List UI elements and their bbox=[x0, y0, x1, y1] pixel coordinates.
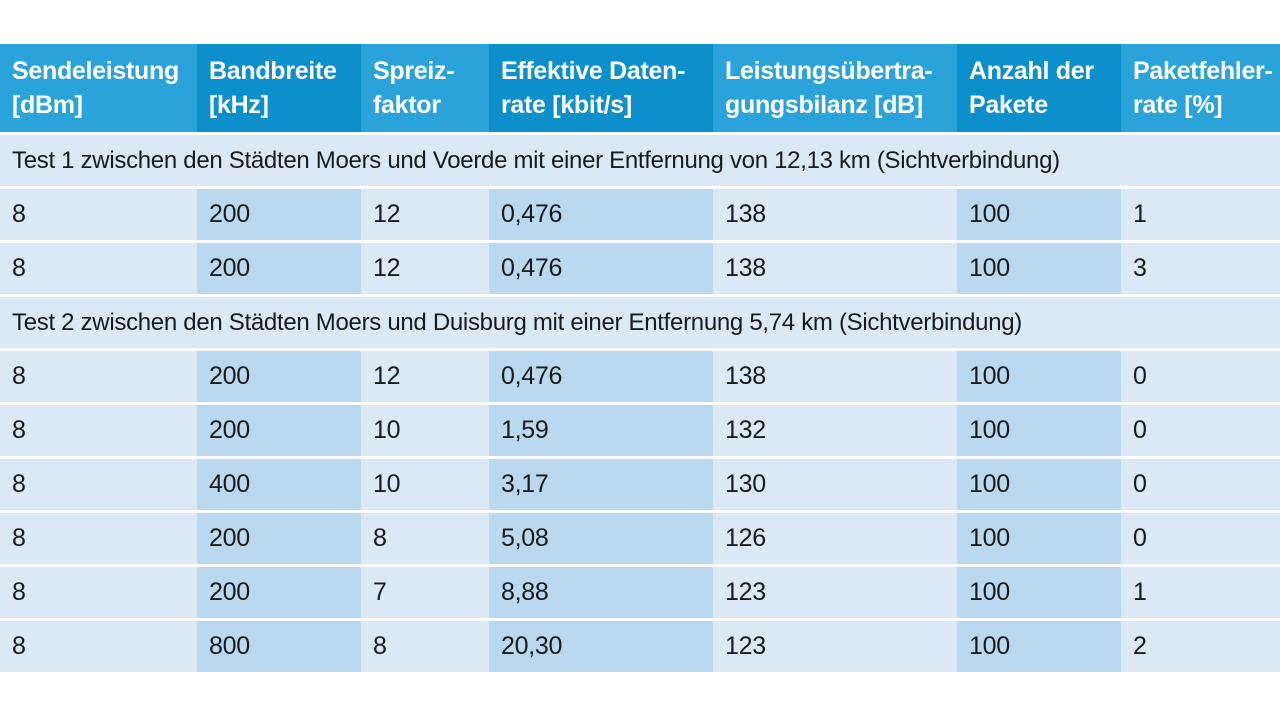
table-cell: 100 bbox=[957, 189, 1121, 240]
table-cell: 138 bbox=[713, 243, 957, 294]
section-title-test-2: Test 2 zwischen den Städten Moers und Du… bbox=[0, 297, 1280, 348]
table-cell: 1 bbox=[1121, 189, 1280, 240]
table-cell: 100 bbox=[957, 243, 1121, 294]
table-cell: 200 bbox=[197, 513, 361, 564]
table-cell: 130 bbox=[713, 459, 957, 510]
table-cell: 200 bbox=[197, 351, 361, 402]
table-cell: 3 bbox=[1121, 243, 1280, 294]
table-cell: 2 bbox=[1121, 621, 1280, 672]
table-cell: 8 bbox=[0, 567, 197, 618]
header-paketfehlerrate: Paketfehler- rate [%] bbox=[1121, 44, 1280, 132]
results-table: Sendeleistung [dBm] Bandbreite [kHz] Spr… bbox=[0, 44, 1280, 672]
table-cell: 200 bbox=[197, 405, 361, 456]
table-cell: 123 bbox=[713, 621, 957, 672]
table-cell: 3,17 bbox=[489, 459, 713, 510]
table-cell: 10 bbox=[361, 459, 489, 510]
table-cell: 1,59 bbox=[489, 405, 713, 456]
header-sendeleistung: Sendeleistung [dBm] bbox=[0, 44, 197, 132]
table-cell: 100 bbox=[957, 405, 1121, 456]
table-cell: 5,08 bbox=[489, 513, 713, 564]
table-cell: 138 bbox=[713, 189, 957, 240]
table-cell: 123 bbox=[713, 567, 957, 618]
table-cell: 0 bbox=[1121, 351, 1280, 402]
table-cell: 8 bbox=[361, 513, 489, 564]
table-cell: 200 bbox=[197, 567, 361, 618]
table-cell: 138 bbox=[713, 351, 957, 402]
table-cell: 8 bbox=[0, 513, 197, 564]
table-cell: 200 bbox=[197, 243, 361, 294]
header-leistungsbilanz: Leistungsübertra- gungsbilanz [dB] bbox=[713, 44, 957, 132]
table-cell: 400 bbox=[197, 459, 361, 510]
header-spreizfaktor: Spreiz- faktor bbox=[361, 44, 489, 132]
table-cell: 12 bbox=[361, 351, 489, 402]
table-cell: 8 bbox=[0, 351, 197, 402]
table-cell: 0 bbox=[1121, 459, 1280, 510]
table-cell: 0,476 bbox=[489, 351, 713, 402]
table-cell: 126 bbox=[713, 513, 957, 564]
table-cell: 0,476 bbox=[489, 189, 713, 240]
table-cell: 8 bbox=[0, 243, 197, 294]
table-cell: 8 bbox=[361, 621, 489, 672]
table-cell: 100 bbox=[957, 567, 1121, 618]
table-cell: 12 bbox=[361, 243, 489, 294]
table-cell: 8 bbox=[0, 405, 197, 456]
table-cell: 12 bbox=[361, 189, 489, 240]
table-cell: 100 bbox=[957, 351, 1121, 402]
table-cell: 10 bbox=[361, 405, 489, 456]
table-cell: 132 bbox=[713, 405, 957, 456]
table-cell: 100 bbox=[957, 513, 1121, 564]
table-cell: 7 bbox=[361, 567, 489, 618]
header-datenrate: Effektive Daten- rate [kbit/s] bbox=[489, 44, 713, 132]
table-cell: 0,476 bbox=[489, 243, 713, 294]
table-cell: 0 bbox=[1121, 405, 1280, 456]
table-cell: 20,30 bbox=[489, 621, 713, 672]
table-cell: 8 bbox=[0, 189, 197, 240]
table-cell: 0 bbox=[1121, 513, 1280, 564]
section-title-test-1: Test 1 zwischen den Städten Moers und Vo… bbox=[0, 135, 1280, 186]
table-cell: 100 bbox=[957, 621, 1121, 672]
table-cell: 8 bbox=[0, 621, 197, 672]
table-cell: 8 bbox=[0, 459, 197, 510]
table-cell: 100 bbox=[957, 459, 1121, 510]
header-anzahl-pakete: Anzahl der Pakete bbox=[957, 44, 1121, 132]
table-cell: 800 bbox=[197, 621, 361, 672]
table-cell: 1 bbox=[1121, 567, 1280, 618]
header-bandbreite: Bandbreite [kHz] bbox=[197, 44, 361, 132]
table-cell: 8,88 bbox=[489, 567, 713, 618]
table-cell: 200 bbox=[197, 189, 361, 240]
